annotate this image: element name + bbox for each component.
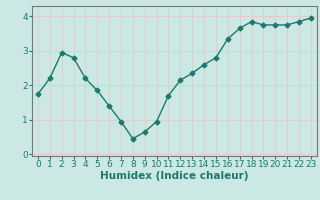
- X-axis label: Humidex (Indice chaleur): Humidex (Indice chaleur): [100, 171, 249, 181]
